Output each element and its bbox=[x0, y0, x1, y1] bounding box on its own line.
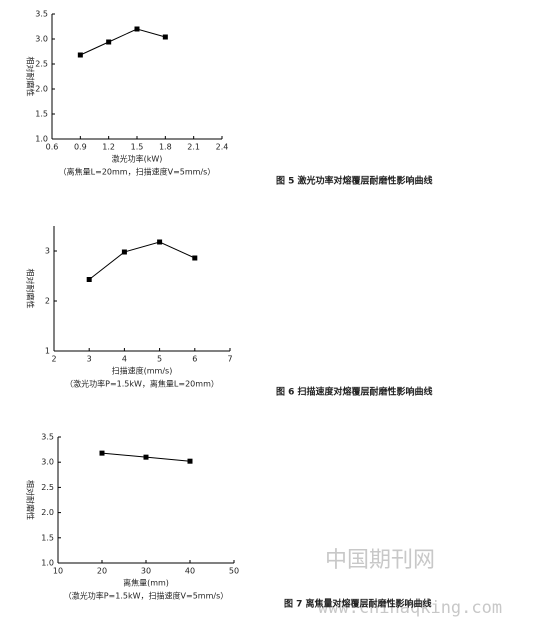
x-tick-label: 20 bbox=[97, 567, 107, 576]
data-point bbox=[162, 34, 168, 40]
x-tick-label: 30 bbox=[141, 567, 151, 576]
y-tick-label: 1.5 bbox=[41, 533, 54, 542]
y-axis-label: 相对耐磨性 bbox=[26, 480, 36, 520]
x-tick-label: 7 bbox=[227, 355, 232, 364]
data-point bbox=[134, 26, 140, 32]
y-tick-label: 3 bbox=[45, 247, 50, 256]
watermark-url: www.chinaqking.com bbox=[318, 598, 502, 618]
data-point bbox=[106, 39, 112, 45]
x-tick-label: 40 bbox=[185, 567, 195, 576]
x-tick-label: 6 bbox=[192, 355, 197, 364]
watermark-text: 中国期刊网 bbox=[325, 548, 435, 573]
y-tick-label: 2.0 bbox=[35, 85, 48, 94]
y-tick-label: 1.0 bbox=[41, 559, 54, 568]
data-point bbox=[99, 450, 105, 456]
y-tick-label: 2.5 bbox=[35, 60, 48, 69]
data-point bbox=[157, 239, 163, 245]
data-line bbox=[80, 28, 166, 56]
y-tick-label: 3.5 bbox=[35, 10, 48, 19]
data-point bbox=[192, 255, 198, 261]
y-tick-label: 1.5 bbox=[35, 110, 48, 119]
x-axis-label: 扫描速度(mm/s) bbox=[112, 366, 173, 376]
figure-caption: 图 5 激光功率对熔覆层耐磨性影响曲线 bbox=[276, 175, 433, 187]
x-tick-label: 1.2 bbox=[102, 143, 115, 152]
y-tick-label: 1 bbox=[45, 347, 50, 356]
x-tick-label: 2.1 bbox=[187, 143, 200, 152]
x-axis-label: 激光功率(kW) bbox=[112, 154, 163, 164]
condition-note: （激光功率P=1.5kW，扫描速度V=5mm/s） bbox=[64, 591, 229, 601]
x-tick-label: 1.5 bbox=[131, 143, 144, 152]
data-point bbox=[121, 249, 127, 255]
x-tick-label: 2 bbox=[51, 355, 56, 364]
data-line bbox=[88, 241, 196, 280]
x-tick-label: 1.8 bbox=[159, 143, 172, 152]
x-tick-label: 2.4 bbox=[216, 143, 229, 152]
x-tick-label: 50 bbox=[229, 567, 239, 576]
figure-caption: 图 7 离焦量对熔覆层耐磨性影响曲线 bbox=[284, 598, 432, 610]
condition-note: （激光功率P=1.5kW，离焦量L=20mm） bbox=[65, 379, 219, 389]
data-point bbox=[86, 277, 92, 282]
y-tick-label: 2.5 bbox=[41, 483, 54, 492]
x-tick-label: 5 bbox=[157, 355, 162, 364]
x-tick-label: 4 bbox=[122, 355, 127, 364]
condition-note: （离焦量L=20mm，扫描速度V=5mm/s） bbox=[59, 167, 216, 177]
x-tick-label: 0.6 bbox=[46, 143, 59, 152]
data-point bbox=[187, 458, 193, 464]
x-tick-label: 0.9 bbox=[74, 143, 87, 152]
y-tick-label: 2.0 bbox=[41, 508, 54, 517]
y-tick-label: 3.0 bbox=[35, 35, 48, 44]
x-tick-label: 10 bbox=[53, 567, 63, 576]
y-tick-label: 3.5 bbox=[41, 433, 54, 442]
data-point bbox=[77, 52, 83, 58]
y-axis-label: 相对耐磨性 bbox=[26, 57, 36, 97]
x-axis-label: 离焦量(mm) bbox=[123, 578, 169, 588]
y-tick-label: 3.0 bbox=[41, 458, 54, 467]
y-tick-label: 2 bbox=[45, 297, 50, 306]
y-tick-label: 1.0 bbox=[35, 135, 48, 144]
figure-caption: 图 6 扫描速度对熔覆层耐磨性影响曲线 bbox=[276, 386, 433, 398]
x-tick-label: 3 bbox=[87, 355, 92, 364]
data-point bbox=[143, 454, 149, 460]
y-axis-label: 相对耐磨性 bbox=[26, 269, 36, 309]
